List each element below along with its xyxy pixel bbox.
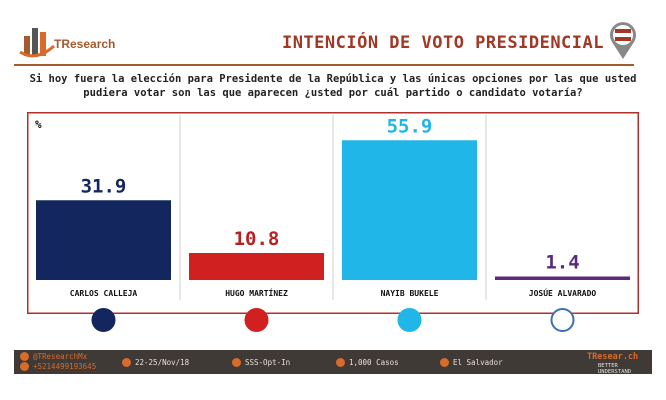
bar — [495, 276, 630, 280]
footer-twitter: @TResearchMx — [20, 352, 87, 361]
bar — [342, 140, 477, 280]
fmln-logo — [244, 308, 269, 332]
data-label: 55.9 — [387, 115, 433, 137]
data-label: 31.9 — [81, 175, 127, 197]
vamos-logo — [550, 308, 575, 332]
data-label: 1.4 — [545, 252, 579, 274]
footer-phone: +5214499193645 — [20, 362, 96, 371]
calendar-icon — [122, 358, 131, 367]
twitter-icon — [20, 352, 29, 361]
category-label: CARLOS CALLEJA — [70, 289, 138, 298]
unit-label: % — [35, 118, 42, 131]
footer-site[interactable]: TResear.ch — [587, 352, 639, 362]
gana-logo — [397, 308, 422, 332]
brand-name: TResearch — [54, 37, 116, 51]
vote-intention-chart: % 31.9 CARLOS CALLEJA 10.8 HUGO MARTÍNEZ 55.… — [27, 112, 639, 314]
data-label: 10.8 — [234, 228, 280, 250]
map-pin-icon — [440, 358, 449, 367]
bar — [36, 200, 171, 280]
header: TResearch INTENCIÓN DE VOTO PRESIDENCIAL — [14, 22, 634, 64]
location-pin-flag-icon — [610, 22, 636, 59]
footer-dates: 22-25/Nov/18 — [122, 358, 189, 367]
footer-country: El Salvador — [440, 358, 503, 367]
footer-tagline: BETTER UNDERSTAND — [598, 363, 632, 375]
party-logos — [91, 308, 575, 332]
method-icon — [232, 358, 241, 367]
tresearch-logo — [19, 28, 55, 58]
footer: @TResearchMx +5214499193645 22-25/Nov/18… — [14, 350, 652, 375]
footer-method: SSS-Opt-In — [232, 358, 290, 367]
category-label: NAYIB BUKELE — [381, 289, 439, 298]
category-label: JOSÚE ALVARADO — [529, 287, 597, 298]
whatsapp-icon — [20, 362, 29, 371]
page-title: INTENCIÓN DE VOTO PRESIDENCIAL — [281, 33, 604, 53]
bar — [189, 253, 324, 280]
footer-cases: 1,000 Casos — [336, 358, 399, 367]
category-label: HUGO MARTÍNEZ — [225, 287, 288, 298]
people-icon — [336, 358, 345, 367]
arena-logo — [91, 308, 116, 332]
title-divider — [14, 64, 634, 66]
survey-question: Si hoy fuera la elección para Presidente… — [29, 73, 637, 99]
